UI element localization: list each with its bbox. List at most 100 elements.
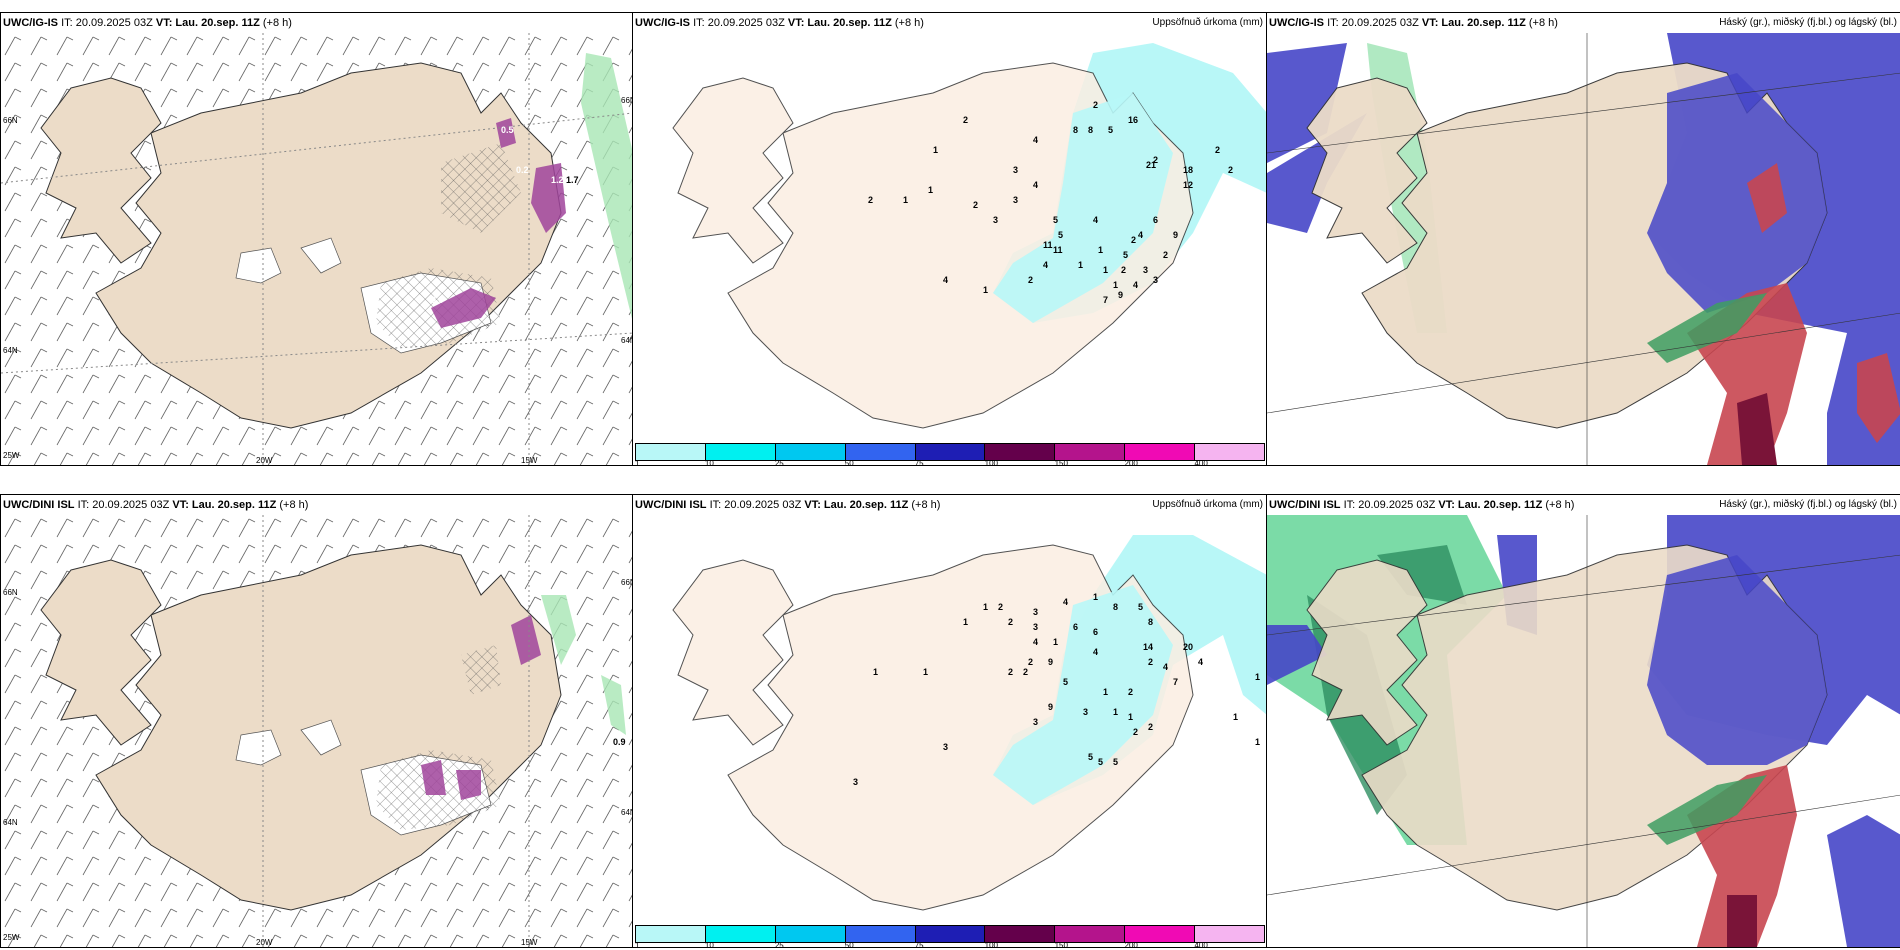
precip-value: 1 [1098,245,1103,255]
precip-value: 2 [1131,235,1136,245]
precip-value: 5 [1123,250,1128,260]
precip-value: 11 [1043,240,1053,250]
colorbar-label: 100 [984,459,998,466]
precip-colorbar: 1 10 25 50 75 100 150 200 400 [633,925,1267,947]
precip-value: 3 [943,742,948,752]
colorbar-label: 75 [914,941,924,948]
precip-map: 1 2 1 2 3 4 1 8 5 8 1 1 3 2 2 1 4 2 6 6 … [672,535,1267,911]
colorbar-label: 10 [704,941,714,948]
lat-label-66n: 66N [3,116,18,125]
valid-time-value: Lau. 20.sep. 11Z [1441,17,1526,29]
precip-value: 2 [1008,667,1013,677]
precip-value: 3 [1153,275,1158,285]
precip-colorbar: 1 10 25 50 75 100 150 200 400 [633,443,1267,465]
init-time: IT: 20.09.2025 03Z [693,17,785,29]
precip-value: 9 [1048,702,1053,712]
precip-value: 12 [1183,180,1193,190]
map-title: Háský (gr.), miðský (fj.bl.) og lágský (… [1719,499,1897,510]
panel-header: UWC/IG-IS IT: 20.09.2025 03Z VT: Lau. 20… [1,13,633,33]
init-time: IT: 20.09.2025 03Z [1327,17,1419,29]
precip-value: 2 [973,200,978,210]
precip-value: 2 [998,602,1003,612]
cloud-map [1267,515,1900,947]
lon-label-20w: 20W [256,456,273,465]
valid-time-label: VT: [1438,499,1455,511]
precip-value: 1 [1103,265,1108,275]
colorbar-swatch [636,926,706,942]
lat-gridline [1,332,633,374]
precip-value: 1 [1113,707,1118,717]
colorbar-label: 25 [774,459,784,466]
colorbar-swatch [1125,444,1196,460]
lat-label-66n-right: 66N [621,578,633,587]
map-title: Uppsöfnuð úrkoma (mm) [1152,17,1263,28]
model-name: UWC/DINI ISL [1269,499,1341,511]
precip-value: 3 [1013,195,1018,205]
panel-header: UWC/IG-IS IT: 20.09.2025 03Z VT: Lau. 20… [633,13,1267,33]
precip-value: 2 [1008,617,1013,627]
valid-time-value: Lau. 20.sep. 11Z [1457,499,1543,511]
low-cloud-red [1687,163,1900,465]
precip-value: 1 [1093,592,1098,602]
precip-value: 3 [1033,717,1038,727]
precip-map: 2 1 3 4 8 8 5 16 2 1 2 2 4 5 1 2 21 18 1… [672,43,1267,429]
lon-label-15w: 15W [521,938,538,947]
precip-value: 1 [923,667,928,677]
panel-bottom-left-wind: UWC/DINI ISL IT: 20.09.2025 03Z VT: Lau.… [0,494,634,948]
precip-value: 2 [1163,250,1168,260]
precip-value: 1 [1255,737,1260,747]
precip-value: 1 [963,617,968,627]
precip-value: 2 [1023,667,1028,677]
precip-value: 9 [1173,230,1178,240]
precip-value: 5 [1098,757,1103,767]
precip-value: 6 [1093,627,1098,637]
wind-label: 0.9 [613,737,626,747]
map-title: Háský (gr.), miðský (fj.bl.) og lágský (… [1719,17,1897,28]
precip-value: 2 [1093,100,1098,110]
lat-gridline [1,112,633,184]
precip-value: 4 [1093,215,1098,225]
precip-value: 11 [1053,245,1063,255]
precip-value: 9 [1048,657,1053,667]
colorbar-swatch [985,444,1056,460]
wind-label: 0.5 [501,125,514,135]
colorbar-label: 50 [844,941,854,948]
colorbar-label: 200 [1124,459,1138,466]
lead-time: (+8 h) [1528,17,1558,29]
init-time: IT: 20.09.2025 03Z [61,17,153,29]
wind-map: 0.9 20W 15W 25W 66N 64N 66N 64N [1,515,633,947]
wind-label: 0.9 [431,295,444,305]
precip-value: 1 [928,185,933,195]
init-time: IT: 20.09.2025 03Z [709,499,802,511]
precip-value: 1 [1255,672,1260,682]
precip-value: 4 [1133,280,1138,290]
precip-value: 2 [1215,145,1220,155]
lead-time: (+8 h) [279,499,309,511]
panel-top-mid-precip: UWC/IG-IS IT: 20.09.2025 03Z VT: Lau. 20… [632,12,1268,466]
colorbar-swatch [705,444,776,460]
colorbar-swatch [985,926,1056,942]
precip-value: 2 [963,115,968,125]
model-name: UWC/DINI ISL [635,499,707,511]
grid-line [1267,554,1900,636]
precip-value: 1 [1078,260,1083,270]
precip-value: 4 [1033,135,1038,145]
precip-value: 3 [993,215,998,225]
precip-value: 1 [1233,712,1238,722]
lat-label-66n: 66N [3,588,18,597]
precip-value: 2 [1121,265,1126,275]
valid-time-label: VT: [155,17,173,29]
precip-value: 4 [1163,662,1168,672]
grid-line [1267,794,1900,896]
panel-bottom-right-clouds: UWC/DINI ISL IT: 20.09.2025 03Z VT: Lau.… [1266,494,1900,948]
precip-value: 20 [1183,642,1193,652]
precip-value: 5 [1108,125,1113,135]
precip-value: 2 [1148,722,1153,732]
precip-value: 9 [1118,290,1123,300]
precip-value: 3 [1033,607,1038,617]
precip-value: 1 [903,195,908,205]
green-shading [541,595,626,735]
high-cloud-green-dark [1307,545,1467,815]
high-cloud-over-red [1647,775,1767,845]
panel-header: UWC/IG-IS IT: 20.09.2025 03Z VT: Lau. 20… [1267,13,1900,33]
